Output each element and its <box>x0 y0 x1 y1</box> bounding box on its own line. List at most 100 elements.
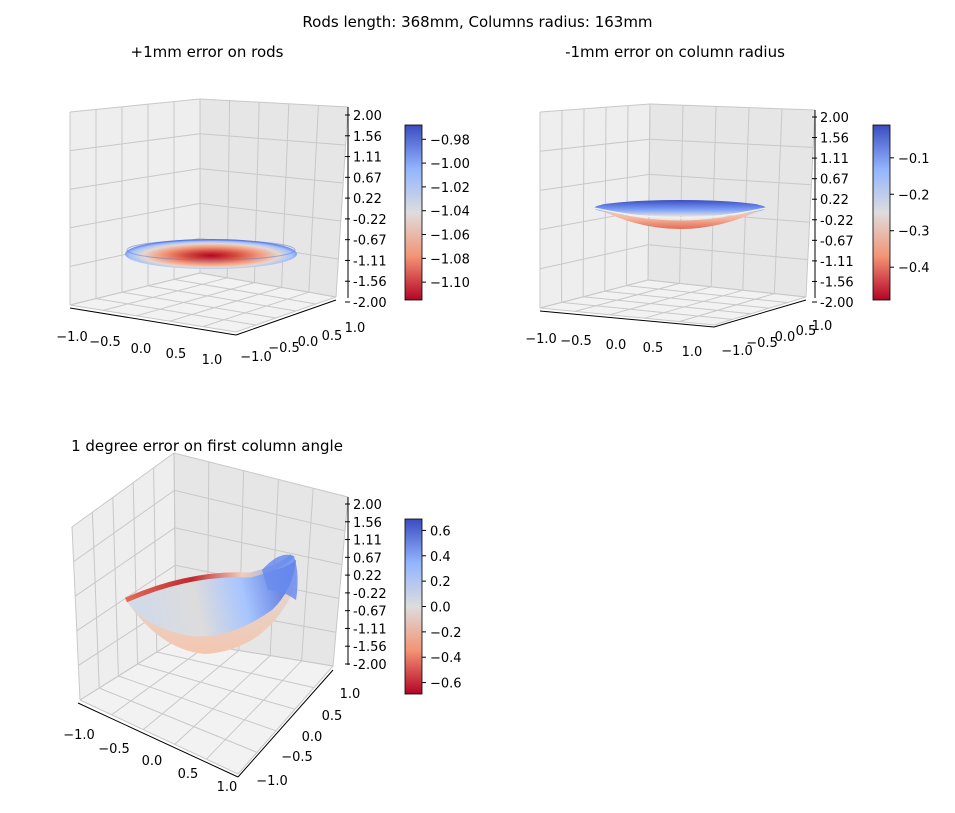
x-tick-label: 0.5 <box>643 341 664 356</box>
grid-line <box>103 277 228 311</box>
y-tick-label: 0.0 <box>775 330 796 345</box>
grid-line <box>626 285 788 304</box>
y-tick-label: 0.5 <box>322 329 343 344</box>
grid-line <box>199 98 349 108</box>
grid-line <box>202 291 309 328</box>
z-tick-label: 0.22 <box>353 192 382 207</box>
z-tick-label: -1.56 <box>353 275 387 290</box>
grid-lines <box>71 452 349 775</box>
z-tick-labels: 2.00 1.56 1.11 0.67 0.22 -0.22 -0.67 -1.11 -1.56… <box>345 498 387 673</box>
colorbar-tick-label: −0.98 <box>430 133 470 148</box>
grid-line <box>647 279 807 298</box>
z-tick-label: -1.56 <box>353 640 387 655</box>
grid-line <box>539 279 649 309</box>
grid-line <box>79 699 239 775</box>
x-tick-label: −0.5 <box>89 335 121 350</box>
grid-line <box>539 138 650 152</box>
grid-line <box>69 168 201 190</box>
colorbar-tick-label: −1.10 <box>430 276 470 291</box>
grid-line <box>625 105 629 286</box>
subplot-title: +1mm error on rods <box>131 43 284 61</box>
grid-line <box>206 660 302 760</box>
subplot-title: 1 degree error on first column angle <box>71 437 343 455</box>
subplot-rods-error: +1mm error on rods −1.0 −0.5 0.0 0.5 1.0… <box>56 43 470 368</box>
grid-line <box>199 168 344 184</box>
grid-line <box>69 133 201 152</box>
grid-line <box>69 304 237 333</box>
z-tick-label: -0.22 <box>820 214 854 229</box>
colorbar-tick-label: 0.6 <box>430 524 451 539</box>
z-tick-label: 1.11 <box>353 151 382 166</box>
surface <box>124 554 298 654</box>
surface <box>125 239 297 269</box>
surface <box>593 200 767 229</box>
x-tick-labels: −1.0 −0.5 0.0 0.5 1.0 <box>63 728 237 795</box>
grid-line <box>742 107 750 291</box>
y-tick-label: 1.0 <box>340 687 361 702</box>
grid-line <box>235 296 337 333</box>
x-tick-label: −1.0 <box>56 330 88 345</box>
grid-line <box>137 663 296 710</box>
grid-line <box>174 527 343 566</box>
grid-line <box>713 296 807 326</box>
grid-line <box>69 202 201 229</box>
z-tick-label: 0.67 <box>353 551 382 566</box>
colorbar-tick-label: 0.2 <box>430 575 451 590</box>
z-tick-label: -0.67 <box>353 234 387 249</box>
y-tick-label: −0.5 <box>268 341 300 356</box>
grid-line <box>805 109 816 298</box>
grid-line <box>199 133 346 146</box>
z-tick-label: 1.56 <box>353 130 382 145</box>
grid-line <box>74 527 176 597</box>
z-tick-label: 0.22 <box>353 569 382 584</box>
grid-line <box>173 278 317 305</box>
colorbar-tick-label: −0.4 <box>430 651 462 666</box>
grid-line <box>679 293 775 323</box>
colorbar-tick-label: 0.0 <box>430 601 451 616</box>
z-tick-label: -1.56 <box>820 275 854 290</box>
colorbar: 0.6 0.4 0.2 0.0 −0.2 −0.4 −0.6 <box>404 518 462 695</box>
x-tick-label: 0.0 <box>142 754 163 769</box>
grid-line <box>91 512 100 689</box>
colorbar-tick-label: 0.4 <box>430 550 451 565</box>
colorbar-tick-label: −1.04 <box>430 205 470 220</box>
grid-line <box>308 105 319 293</box>
x-tick-label: −1.0 <box>525 332 557 347</box>
colorbar-tick-label: −0.6 <box>430 677 462 692</box>
grid-line <box>647 103 651 281</box>
subplot-column-angle-error: 1 degree error on first column angle −1.… <box>63 437 461 795</box>
colorbar-tick-label: −1.06 <box>430 229 470 244</box>
z-tick-label: 2.00 <box>353 498 382 513</box>
y-tick-label: 1.0 <box>812 319 833 334</box>
grid-line <box>773 108 783 294</box>
subplot-title: -1mm error on column radius <box>565 43 785 61</box>
grid-line <box>132 482 139 665</box>
x-tick-label: −0.5 <box>560 334 592 349</box>
grid-line <box>539 307 715 326</box>
grid-line <box>69 272 201 306</box>
grid-line <box>121 291 277 319</box>
x-tick-label: 1.0 <box>217 780 238 795</box>
figure-title: Rods length: 368mm, Columns radius: 163m… <box>302 13 652 31</box>
grid-line <box>583 296 751 315</box>
x-tick-label: 0.0 <box>606 338 627 353</box>
grid-line <box>71 452 175 528</box>
y-tick-label: 1.0 <box>345 321 366 336</box>
z-tick-labels: 2.00 1.56 1.11 0.67 0.22 -0.22 -0.67 -1.11 -1.56… <box>812 111 854 311</box>
grid-line <box>648 244 808 261</box>
grid-line <box>574 282 680 312</box>
colorbar-tick-label: −0.1 <box>898 152 930 167</box>
grid-line <box>73 489 175 563</box>
grid-line <box>79 639 177 701</box>
z-tick-label: -0.22 <box>353 213 387 228</box>
grid-line <box>156 651 315 689</box>
x-tick-label: 1.0 <box>202 353 223 368</box>
colorbar: −0.1 −0.2 −0.3 −0.4 <box>872 124 930 301</box>
grid-line <box>169 286 282 322</box>
y-tick-label: 0.5 <box>796 324 817 339</box>
x-tick-labels: −1.0 −0.5 0.0 0.5 1.0 <box>56 330 222 368</box>
y-tick-label: 0.5 <box>322 709 343 724</box>
z-tick-label: -2.00 <box>353 658 387 673</box>
subplot-column-radius-error: -1mm error on column radius −1.0 −0.5 0.… <box>525 43 929 360</box>
grid-line <box>604 107 607 292</box>
